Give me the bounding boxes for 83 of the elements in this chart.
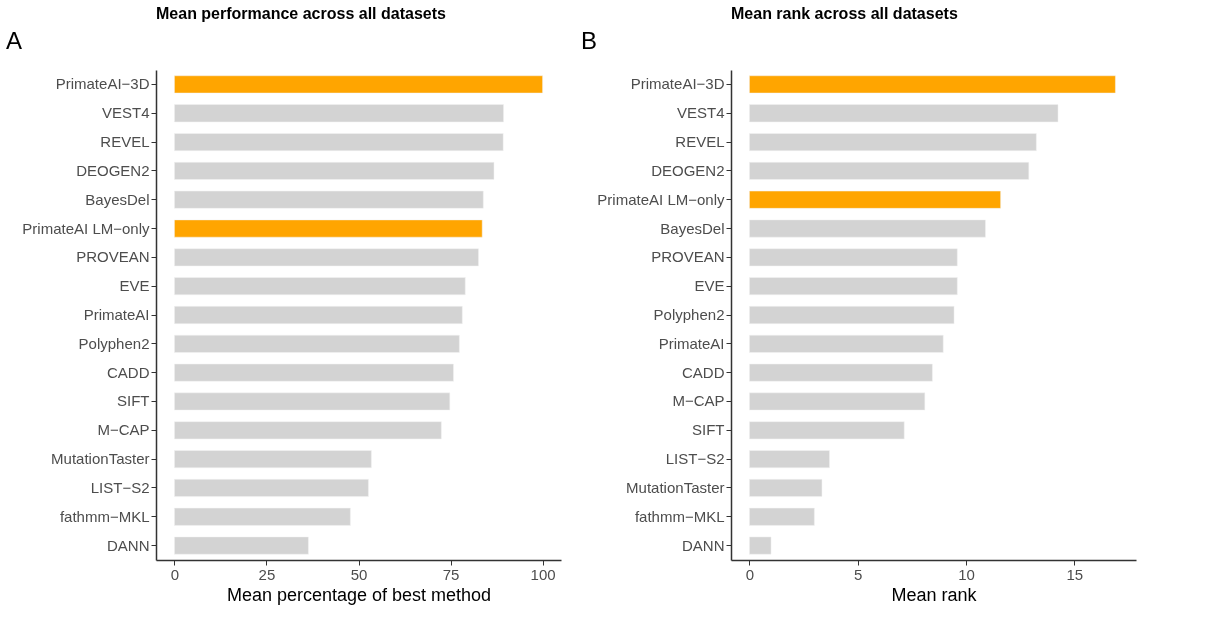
bar <box>174 507 351 526</box>
bar <box>174 248 479 267</box>
chart-title: Mean performance across all datasets <box>156 5 447 22</box>
bar <box>174 450 372 469</box>
bar <box>749 248 958 267</box>
y-tick-label: DANN <box>681 536 725 554</box>
y-tick-label: DEOGEN2 <box>76 161 150 179</box>
x-tick-label: 0 <box>745 565 755 583</box>
x-tick-label: 15 <box>1066 565 1084 583</box>
y-tick-label: EVE <box>119 277 150 295</box>
y-tick-label: MutationTaster <box>51 450 150 468</box>
bar <box>749 421 905 440</box>
y-tick-label: PrimateAI LM−only <box>597 190 725 208</box>
bar <box>174 536 309 555</box>
y-tick-label: PrimateAI−3D <box>55 75 150 93</box>
bar <box>749 75 1116 94</box>
y-tick-label: BayesDel <box>660 219 725 237</box>
x-tick-label: 50 <box>350 565 368 583</box>
bar <box>749 277 958 296</box>
y-tick-label: PrimateAI <box>658 334 725 352</box>
bar <box>749 190 1001 209</box>
bar <box>174 392 451 411</box>
text: B <box>581 27 598 54</box>
y-tick-label: EVE <box>694 277 725 295</box>
bar <box>749 133 1037 151</box>
y-tick-label: fathmm−MKL <box>634 507 725 525</box>
text: A <box>6 27 23 54</box>
y-tick-label: LIST−S2 <box>90 478 150 496</box>
y-tick-label: PROVEAN <box>651 248 725 266</box>
bar <box>174 75 543 94</box>
y-tick-label: MutationTaster <box>626 478 725 496</box>
x-tick-label: 75 <box>442 565 460 583</box>
bar <box>749 219 986 238</box>
y-tick-label: DANN <box>106 536 150 554</box>
x-tick-label: 0 <box>170 565 180 583</box>
bar <box>174 363 454 382</box>
bar <box>174 421 442 440</box>
bar <box>174 133 504 151</box>
y-tick-label: PrimateAI <box>83 306 150 323</box>
x-tick-label: 10 <box>958 565 975 583</box>
y-tick-label: PROVEAN <box>76 248 150 266</box>
y-tick-label: fathmm−MKL <box>59 507 150 525</box>
y-tick-label: VEST4 <box>676 104 725 122</box>
x-tick-label: 25 <box>258 565 276 583</box>
y-tick-label: CADD <box>106 363 150 381</box>
bar <box>749 479 823 497</box>
bar <box>749 363 933 382</box>
y-tick-label: PrimateAI LM−only <box>22 219 150 237</box>
bar <box>174 190 484 209</box>
y-tick-label: DEOGEN2 <box>651 161 725 179</box>
y-tick-label: VEST4 <box>101 104 150 122</box>
bar <box>749 536 772 555</box>
bar <box>174 104 504 123</box>
bar <box>174 479 369 497</box>
bar <box>749 306 955 324</box>
bar <box>174 306 463 324</box>
bar <box>174 161 495 180</box>
y-tick-label: REVEL <box>675 133 725 151</box>
y-tick-label: SIFT <box>692 421 725 439</box>
bar <box>174 277 466 296</box>
x-tick-label: 100 <box>530 565 556 583</box>
y-tick-label: BayesDel <box>85 190 150 208</box>
y-tick-label: M−CAP <box>97 421 150 439</box>
y-tick-label: LIST−S2 <box>665 450 725 468</box>
x-axis-title: Mean rank <box>891 584 978 605</box>
bar <box>174 219 483 238</box>
y-tick-label: SIFT <box>117 392 150 410</box>
bar <box>749 104 1059 123</box>
bar <box>749 507 815 526</box>
x-axis-title: Mean percentage of best method <box>226 584 492 605</box>
y-tick-label: REVEL <box>100 133 150 151</box>
x-tick-label: 5 <box>854 565 863 583</box>
bar <box>749 392 926 411</box>
y-tick-label: Polyphen2 <box>78 334 150 352</box>
bar <box>749 450 830 469</box>
chart-title: Mean rank across all datasets <box>731 5 958 22</box>
y-tick-label: Polyphen2 <box>653 306 725 323</box>
bar <box>174 334 460 353</box>
bar <box>749 334 944 353</box>
y-tick-label: PrimateAI−3D <box>630 75 725 93</box>
bar <box>749 161 1030 180</box>
y-tick-label: CADD <box>681 363 725 381</box>
y-tick-label: M−CAP <box>672 392 725 410</box>
